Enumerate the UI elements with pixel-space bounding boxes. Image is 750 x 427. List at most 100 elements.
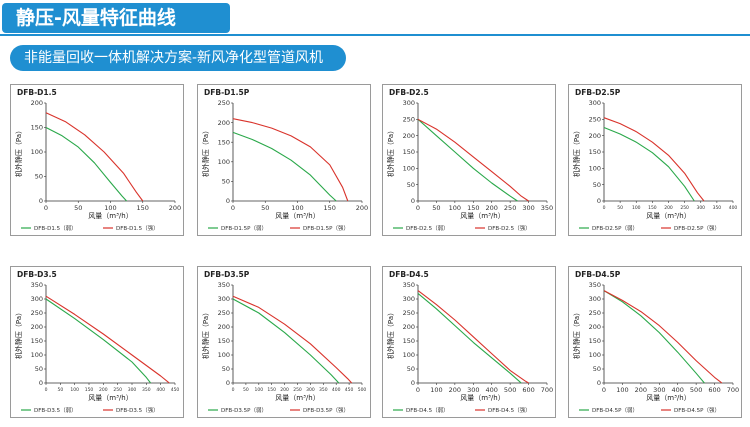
- legend-entry: DFB-D3.5（强）: [116, 407, 159, 414]
- x-tick-label: 0: [231, 204, 235, 212]
- x-tick-label: 350: [142, 387, 151, 393]
- series-line-low: [603, 126, 695, 202]
- legend-entry: DFB-D1.5P（强）: [303, 225, 349, 232]
- series-line-low: [417, 292, 522, 384]
- series-line-low: [603, 290, 705, 384]
- chart-panel: DFB-D1.5P 0 50 100 150 200 0 50 100 150 200 250 风量（m…: [197, 84, 371, 236]
- y-tick-label: 0: [411, 197, 415, 205]
- x-tick-label: 50: [74, 204, 82, 212]
- y-tick-label: 300: [589, 295, 601, 303]
- chart-panel: DFB-D1.5 0 50 100 150 200 0 50 100 150 200 风量（m³/h）…: [10, 84, 184, 236]
- chart-svg: DFB-D4.5P 0 100 200 300 400 500 600 700 0 50 100 150…: [572, 270, 739, 414]
- y-tick-label: 50: [222, 365, 230, 373]
- y-tick-label: 200: [403, 323, 415, 331]
- subtitle-banner: 非能量回收一体机解决方案-新风净化型管道风机: [10, 45, 346, 71]
- x-tick-label: 700: [727, 386, 739, 394]
- y-tick-label: 50: [407, 181, 415, 189]
- legend-entry: DFB-D2.5（弱）: [406, 225, 449, 232]
- legend-entry: DFB-D2.5P（强）: [674, 225, 720, 232]
- series-line-high: [417, 290, 529, 384]
- y-tick-label: 200: [218, 119, 230, 127]
- x-axis-label: 风量（m³/h）: [88, 212, 132, 220]
- x-tick-label: 400: [486, 386, 498, 394]
- y-tick-label: 100: [31, 351, 43, 359]
- x-tick-label: 0: [602, 386, 606, 394]
- chart-svg: DFB-D1.5 0 50 100 150 200 0 50 100 150 200 风量（m³/h）…: [14, 88, 181, 232]
- x-tick-label: 150: [267, 387, 276, 393]
- y-tick-label: 300: [403, 99, 415, 107]
- x-tick-label: 150: [137, 204, 149, 212]
- legend-entry: DFB-D1.5P（弱）: [221, 225, 267, 232]
- legend-entry: DFB-D4.5P（弱）: [592, 407, 638, 414]
- x-tick-label: 400: [729, 205, 738, 211]
- y-tick-label: 150: [589, 148, 601, 156]
- x-tick-label: 200: [635, 386, 647, 394]
- y-tick-label: 200: [589, 323, 601, 331]
- series-line-high: [45, 112, 144, 202]
- x-tick-label: 50: [261, 204, 269, 212]
- x-tick-label: 250: [680, 205, 689, 211]
- x-tick-label: 50: [617, 205, 623, 211]
- legend-entry: DFB-D4.5（强）: [488, 407, 531, 414]
- x-tick-label: 50: [243, 387, 249, 393]
- y-tick-label: 50: [35, 365, 43, 373]
- x-tick-label: 200: [280, 387, 289, 393]
- y-tick-label: 250: [31, 309, 43, 317]
- series-line-low: [417, 118, 518, 202]
- y-tick-label: 200: [31, 99, 43, 107]
- y-tick-label: 50: [222, 178, 230, 186]
- x-tick-label: 350: [541, 204, 553, 212]
- x-tick-label: 400: [672, 386, 684, 394]
- x-axis-label: 风量（m³/h）: [646, 394, 690, 402]
- x-tick-label: 100: [632, 205, 641, 211]
- x-tick-label: 600: [522, 386, 534, 394]
- x-tick-label: 200: [169, 204, 181, 212]
- x-tick-label: 300: [128, 387, 137, 393]
- y-tick-label: 50: [593, 365, 601, 373]
- y-tick-label: 150: [31, 124, 43, 132]
- x-tick-label: 300: [522, 204, 534, 212]
- y-tick-label: 100: [589, 351, 601, 359]
- x-tick-label: 0: [603, 205, 606, 211]
- y-tick-label: 150: [589, 337, 601, 345]
- y-tick-label: 150: [403, 337, 415, 345]
- x-tick-label: 350: [319, 387, 328, 393]
- series-line-high: [417, 118, 529, 202]
- legend-entry: DFB-D1.5（弱）: [34, 225, 77, 232]
- chart-svg: DFB-D3.5 0 50 100 150 200 250 300 350 400 450 0 50 10…: [14, 270, 179, 414]
- x-tick-label: 100: [70, 387, 79, 393]
- x-axis-label: 风量（m³/h）: [275, 212, 319, 220]
- y-axis-label: 机外静压（Pa）: [572, 309, 581, 359]
- y-tick-label: 300: [218, 295, 230, 303]
- x-tick-label: 200: [449, 386, 461, 394]
- chart-title: DFB-D4.5P: [575, 270, 621, 279]
- series-line-high: [232, 295, 353, 384]
- x-tick-label: 600: [708, 386, 720, 394]
- y-tick-label: 100: [31, 148, 43, 156]
- page-title: 静压-风量特征曲线: [2, 3, 230, 33]
- y-tick-label: 350: [589, 281, 601, 289]
- chart-svg: DFB-D3.5P0 50 100 150 200 250 300 350 400 450 5000…: [201, 270, 367, 414]
- series-line-high: [232, 118, 349, 202]
- x-tick-label: 200: [664, 205, 673, 211]
- legend-entry: DFB-D1.5（强）: [116, 225, 159, 232]
- y-tick-label: 150: [31, 337, 43, 345]
- x-tick-label: 300: [467, 386, 479, 394]
- y-tick-label: 300: [589, 99, 601, 107]
- y-tick-label: 200: [218, 323, 230, 331]
- x-tick-label: 50: [57, 387, 63, 393]
- chart-panel: DFB-D2.5P 0 50 100 150 200 250 300 350 400 0 50 100 1…: [568, 84, 742, 236]
- series-line-low: [232, 298, 340, 384]
- chart-svg: DFB-D2.5P 0 50 100 150 200 250 300 350 400 0 50 100 1…: [572, 88, 738, 232]
- x-tick-label: 0: [44, 204, 48, 212]
- x-tick-label: 150: [85, 387, 94, 393]
- chart-svg: DFB-D2.5 0 50 100 150 200 250 300 350 0 50 100 150 20…: [386, 88, 553, 232]
- chart-title: DFB-D3.5: [17, 270, 57, 279]
- title-divider: [0, 34, 750, 36]
- chart-svg: DFB-D4.5 0 100 200 300 400 500 600 700 0 50 100 150 2…: [386, 270, 553, 414]
- x-tick-label: 500: [358, 387, 367, 393]
- chart-panel: DFB-D2.5 0 50 100 150 200 250 300 350 0 50 100 150 20…: [382, 84, 556, 236]
- legend-entry: DFB-D3.5（弱）: [34, 407, 77, 414]
- x-tick-label: 0: [416, 204, 420, 212]
- y-tick-label: 150: [403, 148, 415, 156]
